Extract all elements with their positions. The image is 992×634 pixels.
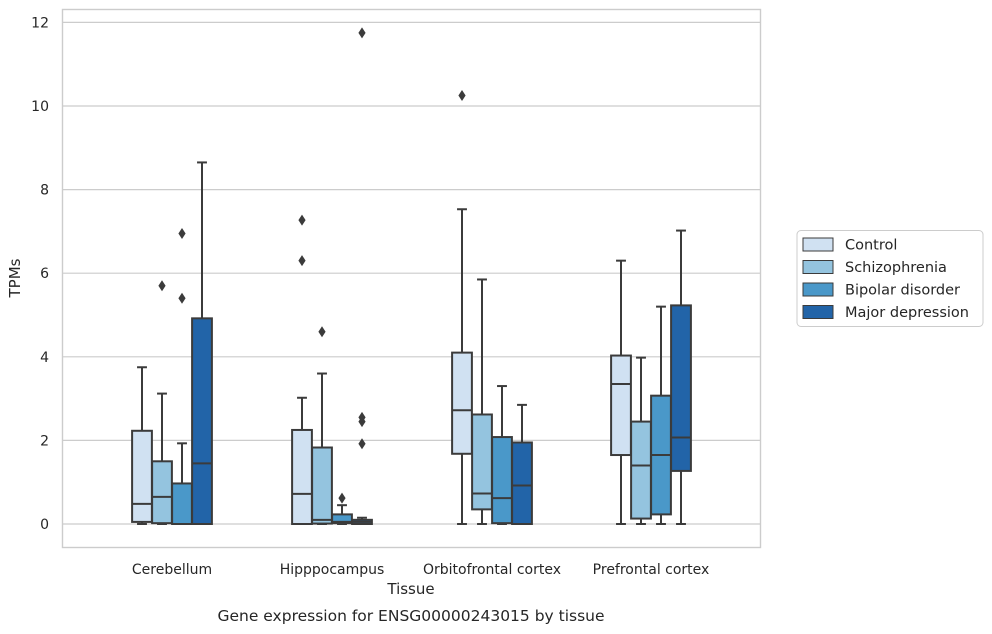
box-control — [610, 259, 632, 525]
y-tick-label: 6 — [40, 266, 49, 282]
legend-swatch — [802, 305, 834, 319]
box-control — [451, 90, 473, 525]
y-tick-labels: 0 2 4 6 8 10 12 — [31, 15, 49, 533]
legend-swatch — [802, 282, 834, 297]
box-bipolar-disorder — [491, 385, 513, 525]
box-schizophrenia — [311, 326, 333, 525]
y-tick-label: 8 — [40, 183, 49, 199]
x-tick-label: Cerebellum — [132, 562, 212, 578]
x-tick-labels: Cerebellum Hipppocampus Orbitofrontal cort… — [132, 562, 709, 578]
box-body — [171, 482, 193, 526]
outlier-point — [358, 411, 366, 423]
box-schizophrenia — [630, 356, 652, 525]
outlier-point — [298, 214, 306, 226]
outlier-point — [178, 292, 186, 304]
box-body — [491, 436, 513, 525]
box-body — [670, 304, 692, 472]
x-tick-label: Hipppocampus — [280, 562, 385, 578]
y-tick-label: 12 — [31, 15, 49, 31]
legend-swatch — [802, 237, 834, 252]
box-body — [191, 317, 213, 525]
box-bipolar-disorder — [650, 305, 672, 525]
box-control — [291, 214, 313, 526]
box-body — [291, 428, 313, 526]
legend-label: Schizophrenia — [845, 260, 947, 276]
figure-caption: Gene expression for ENSG00000243015 by t… — [217, 607, 604, 625]
y-tick-label: 0 — [40, 517, 49, 533]
box-body — [131, 429, 153, 523]
x-tick-label: Orbitofrontal cortex — [423, 562, 561, 578]
legend-swatch — [802, 260, 834, 274]
box-schizophrenia — [151, 280, 173, 525]
legend-label: Control — [845, 238, 897, 254]
box-major-depression — [191, 161, 213, 525]
legend-label: Bipolar disorder — [845, 283, 960, 299]
outlier-point — [318, 326, 326, 338]
box-body — [610, 354, 632, 457]
box-bipolar-disorder — [171, 227, 193, 526]
y-axis-label: TPMs — [6, 258, 24, 298]
outlier-point — [338, 492, 346, 504]
outlier-point — [178, 227, 186, 239]
outlier-point — [458, 90, 466, 102]
box-major-depression — [511, 403, 533, 525]
box-body — [151, 460, 173, 525]
x-tick-label: Prefrontal cortex — [593, 562, 710, 578]
x-axis-label: Tissue — [386, 580, 434, 598]
legend-label: Major depression — [845, 305, 969, 321]
box-series — [131, 27, 692, 526]
box-body — [451, 351, 473, 455]
box-body — [311, 446, 333, 525]
outlier-point — [298, 255, 306, 267]
legend-frame — [796, 230, 984, 327]
box-body — [630, 420, 652, 520]
box-bipolar-disorder — [331, 492, 353, 525]
box-control — [131, 366, 153, 525]
box-body — [511, 441, 533, 525]
y-tick-label: 2 — [40, 433, 49, 449]
box-body — [471, 413, 493, 511]
outlier-point — [158, 280, 166, 292]
outlier-point — [358, 438, 366, 450]
plot-frame — [61, 8, 762, 549]
box-major-depression — [351, 27, 373, 526]
box-schizophrenia — [471, 278, 493, 525]
gridlines — [63, 21, 760, 525]
legend: Control Schizophrenia Bipolar disorder Majo… — [796, 230, 984, 327]
y-tick-label: 4 — [40, 350, 49, 366]
box-major-depression — [670, 229, 692, 525]
outlier-point — [358, 27, 366, 39]
y-tick-label: 10 — [31, 99, 49, 115]
box-body — [331, 513, 353, 525]
